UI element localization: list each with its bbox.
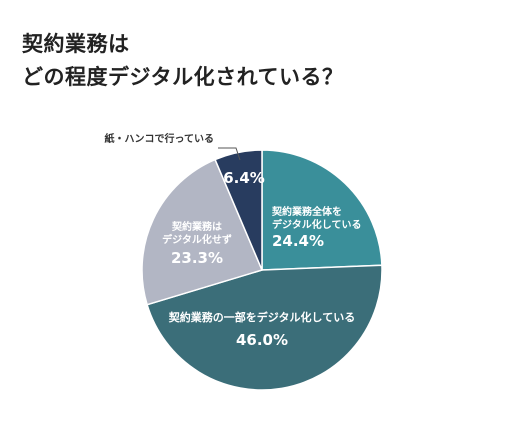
slice-value-label-4: 6.4% (223, 169, 265, 187)
slice-label-2-line-1: 契約業務の一部をデジタル化している (168, 310, 355, 324)
callout-leader-line (218, 147, 241, 161)
pie-slice-1 (261, 149, 383, 271)
slice-label-1-line-1: 契約業務全体を (272, 205, 342, 218)
pie-slice-3 (141, 158, 264, 306)
pie-slice-2 (146, 264, 383, 391)
chart-title-line2: どの程度デジタル化されている？ (22, 65, 344, 89)
chart-title: 契約業務は どの程度デジタル化されている？ (22, 28, 343, 94)
pie-slice-4 (214, 149, 263, 271)
slice-label-3-line-1: 契約業務は (172, 220, 222, 233)
slice-value-label-1: 24.4% (272, 232, 324, 250)
chart-title-line1: 契約業務は (22, 32, 130, 56)
slice-value-label-3: 23.3% (171, 249, 223, 267)
slice-value-label-2: 46.0% (236, 331, 288, 349)
slice-label-4-callout: 紙・ハンコで行っている (105, 132, 215, 145)
slice-label-3-line-2: デジタル化せず (162, 233, 232, 246)
slice-label-1-line-2: デジタル化している (272, 218, 362, 231)
